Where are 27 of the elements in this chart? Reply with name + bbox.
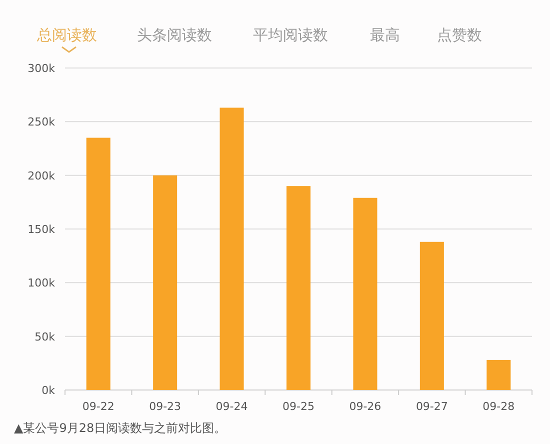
y-tick-label: 0k (42, 384, 56, 397)
bar (353, 198, 378, 390)
x-tick-label: 09-27 (416, 400, 448, 413)
x-tick-label: 09-24 (216, 400, 248, 413)
x-tick-label: 09-25 (282, 400, 314, 413)
text: 最高 (370, 26, 400, 44)
bar (153, 175, 178, 390)
bar (86, 138, 110, 390)
text: 头条阅读数 (137, 26, 212, 44)
bar (486, 360, 511, 390)
y-tick-label: 100k (28, 276, 56, 290)
text: 点赞数 (437, 26, 482, 44)
y-tick-label: 50k (34, 330, 56, 344)
y-tick-label: 200k (28, 169, 56, 182)
chart-title: 总阅读数 (36, 26, 97, 44)
x-tick-label: 09-28 (482, 400, 515, 413)
x-tick-label: 09-26 (349, 400, 382, 413)
text: 平均阅读数 (253, 26, 328, 44)
y-tick-label: 150k (28, 223, 56, 236)
x-tick-label: 09-22 (82, 400, 114, 413)
bar (286, 186, 311, 390)
y-tick-label: 300k (28, 62, 56, 75)
bar (420, 242, 444, 390)
text: ▲某公号9月28日阅读数与之前对比图。 (14, 421, 226, 435)
x-tick-label: 09-23 (149, 400, 182, 413)
bar (220, 108, 244, 390)
y-tick-label: 250k (28, 116, 56, 129)
